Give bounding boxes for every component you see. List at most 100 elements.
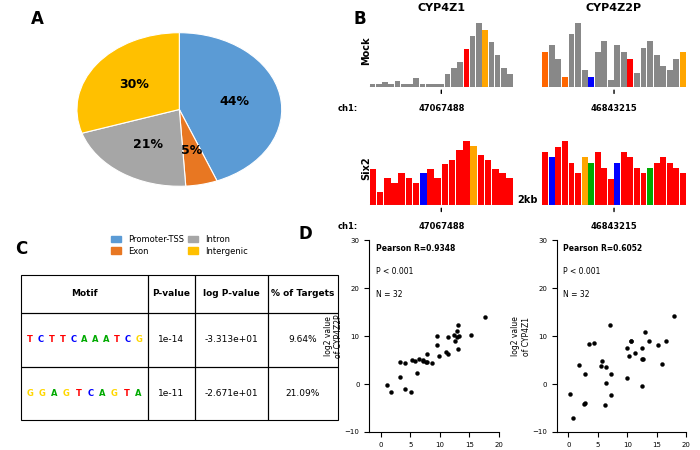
Text: A: A [103,335,109,344]
Bar [485,160,491,206]
Text: G: G [63,389,70,398]
Bar [673,168,679,206]
Bar [660,158,666,206]
Text: 1e-11: 1e-11 [158,389,185,398]
Text: G: G [111,389,118,398]
Text: 2kb: 2kb [517,195,538,206]
Text: T: T [114,335,120,344]
Text: 46843215: 46843215 [591,222,638,231]
Bar [370,169,376,206]
Text: Pearson R=0.9348: Pearson R=0.9348 [376,244,455,253]
Bar [640,48,646,87]
Bar [640,173,646,206]
Text: 47067488: 47067488 [418,104,465,112]
Text: T: T [60,335,65,344]
Text: C: C [15,240,27,258]
Point [422,359,433,366]
Point [448,332,459,339]
Bar [542,52,548,87]
Bar [401,84,407,87]
Point [382,381,393,388]
Bar [451,68,456,87]
Point [668,313,680,320]
Bar [582,158,587,206]
Bar [647,41,653,87]
Bar [556,147,561,206]
Bar [414,78,419,87]
Point [420,358,431,365]
Bar [634,73,640,87]
Text: -2.671e+01: -2.671e+01 [205,389,258,398]
Point [636,345,648,352]
Bar [654,55,659,87]
Bar [449,160,455,206]
Bar [406,178,412,206]
Bar [568,162,575,206]
Bar [370,84,375,87]
Point [466,332,477,339]
Point [400,360,411,367]
Point [414,356,425,363]
Bar [506,178,513,206]
Point [579,371,590,378]
Bar [673,59,679,87]
Y-axis label: Mock: Mock [362,36,372,65]
Text: 21.09%: 21.09% [286,389,320,398]
Bar [615,45,620,87]
Point [434,352,445,360]
Bar [398,173,405,206]
Bar [499,173,505,206]
Bar [549,158,555,206]
Bar [489,42,494,87]
Title: CYP4Z2P: CYP4Z2P [586,3,642,13]
Bar [601,41,607,87]
Bar [621,52,626,87]
Text: P < 0.001: P < 0.001 [564,267,601,276]
Bar [508,75,513,87]
Bar [268,367,337,420]
Bar [438,84,444,87]
Title: CYP4Z1: CYP4Z1 [417,3,466,13]
Y-axis label: log2 value
of CYP4Z2P: log2 value of CYP4Z2P [324,314,343,358]
Text: B: B [354,9,366,27]
Text: C: C [88,389,93,398]
Bar [407,84,413,87]
Text: -3.313e+01: -3.313e+01 [204,335,258,344]
Bar [148,367,195,420]
Bar [627,59,634,87]
Bar [427,169,434,206]
Bar [435,178,441,206]
Point [406,388,417,395]
Bar [660,66,666,87]
Bar [470,36,475,87]
Bar [680,173,686,206]
Wedge shape [179,109,217,186]
Point [657,360,668,368]
Text: A: A [92,335,99,344]
Text: 30%: 30% [119,78,148,91]
Bar [634,168,640,206]
Bar [457,62,463,87]
Bar [501,68,507,87]
Point [426,359,438,366]
Bar [495,55,500,87]
Point [454,333,465,340]
Bar [601,168,607,206]
Point [624,353,635,360]
Text: T: T [27,335,33,344]
Bar [627,158,634,206]
Point [453,346,464,353]
Bar [470,146,477,206]
Text: G: G [27,389,34,398]
Point [622,374,633,382]
Point [636,382,648,390]
Bar [588,162,594,206]
Text: N = 32: N = 32 [564,290,589,299]
Bar [562,141,568,206]
Bar [575,173,581,206]
Point [595,362,606,369]
Text: G: G [136,335,143,344]
Bar [420,84,426,87]
Bar [268,313,337,367]
Bar [195,367,268,420]
